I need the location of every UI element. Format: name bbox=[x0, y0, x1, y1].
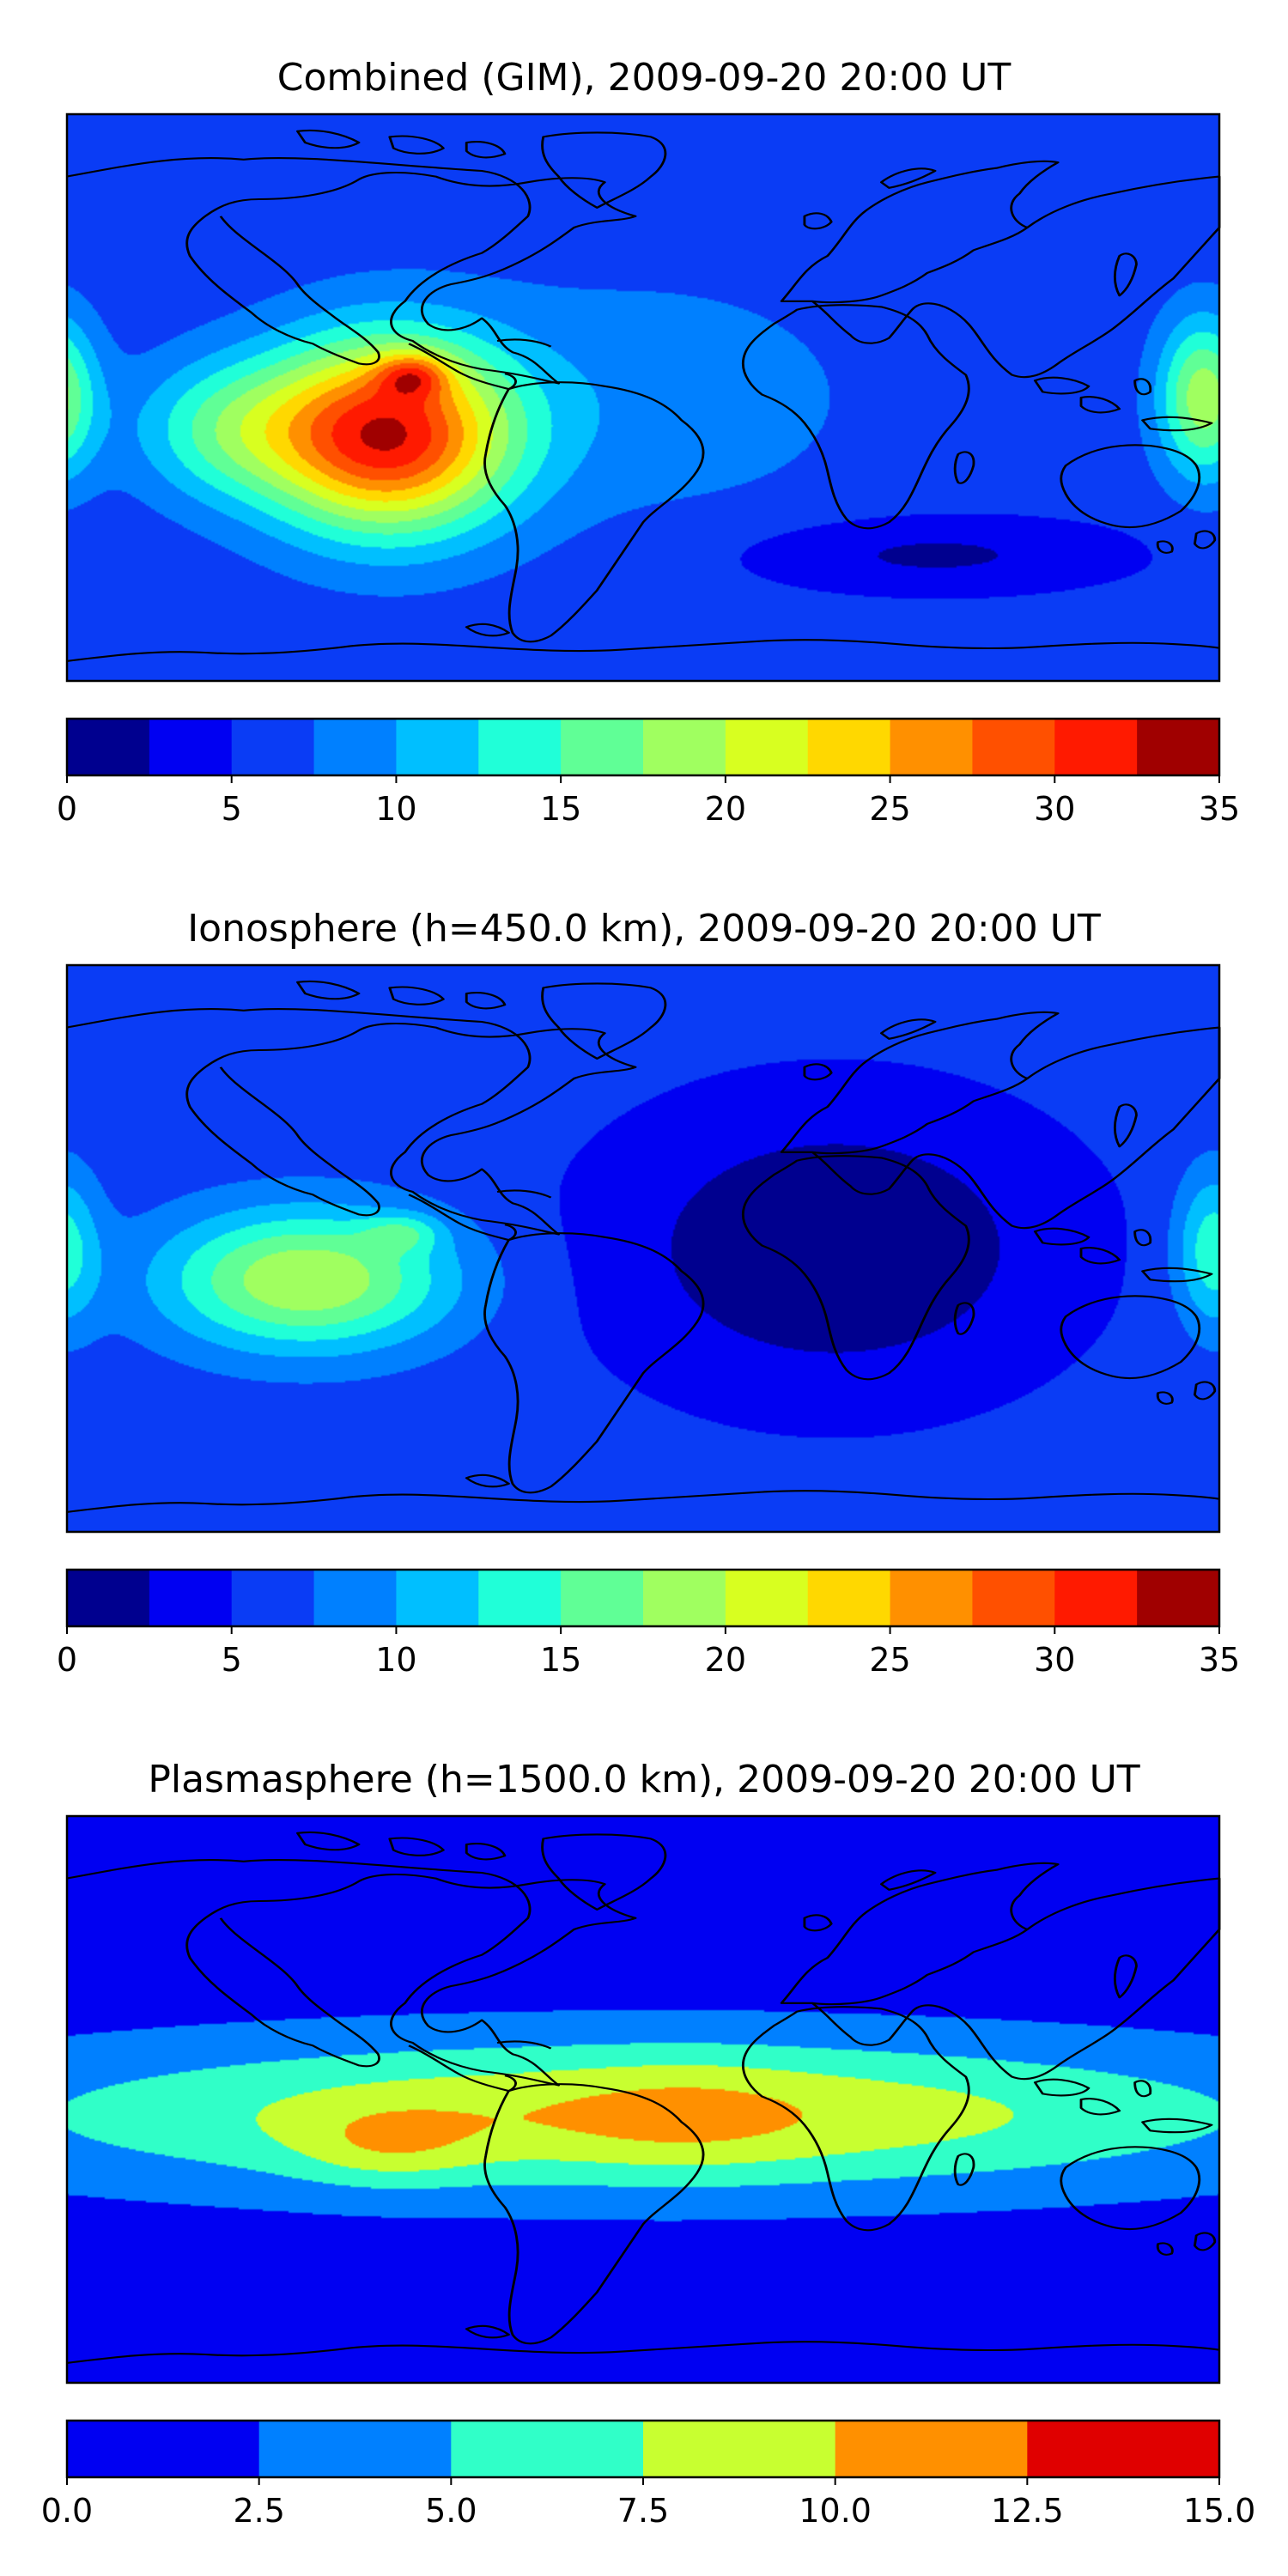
colorbar-tick-label: 10 bbox=[375, 1641, 416, 1679]
colorbar-segment bbox=[807, 719, 891, 775]
map-frame bbox=[65, 1814, 1221, 2385]
panel-plasmasphere: Plasmasphere (h=1500.0 km), 2009-09-20 2… bbox=[41, 1758, 1256, 2530]
colorbar-segment bbox=[258, 2421, 452, 2477]
colorbar-tick-label: 10 bbox=[375, 790, 416, 828]
contour-map bbox=[65, 112, 1221, 683]
colorbar-segment bbox=[972, 719, 1055, 775]
colorbar-tick-label: 30 bbox=[1034, 1641, 1075, 1679]
colorbar-tick-label: 2.5 bbox=[233, 2492, 284, 2530]
colorbar-segment bbox=[1137, 719, 1220, 775]
colorbar-segment bbox=[313, 719, 398, 775]
colorbar-segment bbox=[396, 719, 479, 775]
colorbar-tick-label: 0 bbox=[57, 790, 77, 828]
map-frame bbox=[65, 963, 1221, 1534]
colorbar: 0 5 10 15 20 25 30 35 bbox=[57, 717, 1240, 828]
colorbar-segment bbox=[1054, 719, 1138, 775]
colorbar-tick-label: 25 bbox=[869, 1641, 910, 1679]
colorbar-tick-label: 5 bbox=[222, 790, 242, 828]
panel-combined-gim: Combined (GIM), 2009-09-20 20:00 UT 0 5 10… bbox=[57, 56, 1240, 828]
colorbar-tick-label: 12.5 bbox=[991, 2492, 1064, 2530]
colorbar-segment bbox=[890, 1570, 974, 1626]
colorbar-tick-label: 15 bbox=[540, 1641, 581, 1679]
colorbar-tick-label: 25 bbox=[869, 790, 910, 828]
contour-field-image bbox=[67, 965, 1219, 1532]
colorbar-segment bbox=[835, 2421, 1028, 2477]
colorbar-tick-label: 5.0 bbox=[425, 2492, 477, 2530]
colorbar-segment bbox=[67, 1570, 150, 1626]
colorbar-segment bbox=[643, 1570, 726, 1626]
colorbar-segment bbox=[478, 1570, 562, 1626]
colorbar-segment bbox=[807, 1570, 891, 1626]
colorbar-segment bbox=[396, 1570, 479, 1626]
colorbar-frame bbox=[65, 1568, 1221, 1628]
colorbar-tick-label: 15.0 bbox=[1183, 2492, 1256, 2530]
colorbar-segment bbox=[149, 1570, 233, 1626]
colorbar-tick-label: 10.0 bbox=[799, 2492, 872, 2530]
panel-title: Combined (GIM), 2009-09-20 20:00 UT bbox=[277, 56, 1012, 100]
colorbar-tick-label: 35 bbox=[1199, 790, 1240, 828]
colorbar-segment bbox=[890, 719, 974, 775]
colorbar-segment bbox=[1137, 1570, 1220, 1626]
colorbar-segment bbox=[972, 1570, 1055, 1626]
colorbar-segment bbox=[561, 1570, 644, 1626]
colorbar-segment bbox=[1054, 1570, 1138, 1626]
colorbar-segment bbox=[1027, 2421, 1220, 2477]
colorbar-segment bbox=[451, 2421, 644, 2477]
colorbar: 0 5 10 15 20 25 30 35 bbox=[57, 1568, 1240, 1679]
colorbar-tick-label: 20 bbox=[705, 1641, 746, 1679]
map-frame bbox=[65, 112, 1221, 683]
colorbar-tick-label: 30 bbox=[1034, 790, 1075, 828]
panel-title: Plasmasphere (h=1500.0 km), 2009-09-20 2… bbox=[148, 1758, 1139, 1801]
colorbar: 0.0 2.5 5.0 7.5 10.0 12.5 15.0 bbox=[41, 2419, 1256, 2530]
colorbar-segment bbox=[313, 1570, 398, 1626]
colorbar-segment bbox=[643, 2421, 836, 2477]
colorbar-tick-label: 15 bbox=[540, 790, 581, 828]
contour-map bbox=[65, 1814, 1221, 2385]
colorbar-tick-label: 7.5 bbox=[617, 2492, 669, 2530]
colorbar-tick-label: 0 bbox=[57, 1641, 77, 1679]
colorbar-tick-label: 0.0 bbox=[41, 2492, 93, 2530]
colorbar-tick-label: 35 bbox=[1199, 1641, 1240, 1679]
colorbar-segment bbox=[67, 719, 150, 775]
colorbar-segment bbox=[561, 719, 644, 775]
panel-title: Ionosphere (h=450.0 km), 2009-09-20 20:0… bbox=[187, 907, 1101, 951]
colorbar-frame bbox=[65, 717, 1221, 777]
contour-map bbox=[65, 963, 1221, 1534]
contour-field-image bbox=[67, 1816, 1219, 2383]
colorbar-segment bbox=[725, 1570, 809, 1626]
contour-field-image bbox=[67, 114, 1219, 681]
colorbar-tick-label: 5 bbox=[222, 1641, 242, 1679]
colorbar-segment bbox=[231, 719, 315, 775]
colorbar-segment bbox=[643, 719, 726, 775]
colorbar-tick-label: 20 bbox=[705, 790, 746, 828]
colorbar-segment bbox=[478, 719, 562, 775]
panel-ionosphere: Ionosphere (h=450.0 km), 2009-09-20 20:0… bbox=[57, 907, 1240, 1679]
colorbar-segment bbox=[725, 719, 809, 775]
colorbar-segment bbox=[231, 1570, 315, 1626]
colorbar-segment bbox=[149, 719, 233, 775]
colorbar-segment bbox=[67, 2421, 260, 2477]
